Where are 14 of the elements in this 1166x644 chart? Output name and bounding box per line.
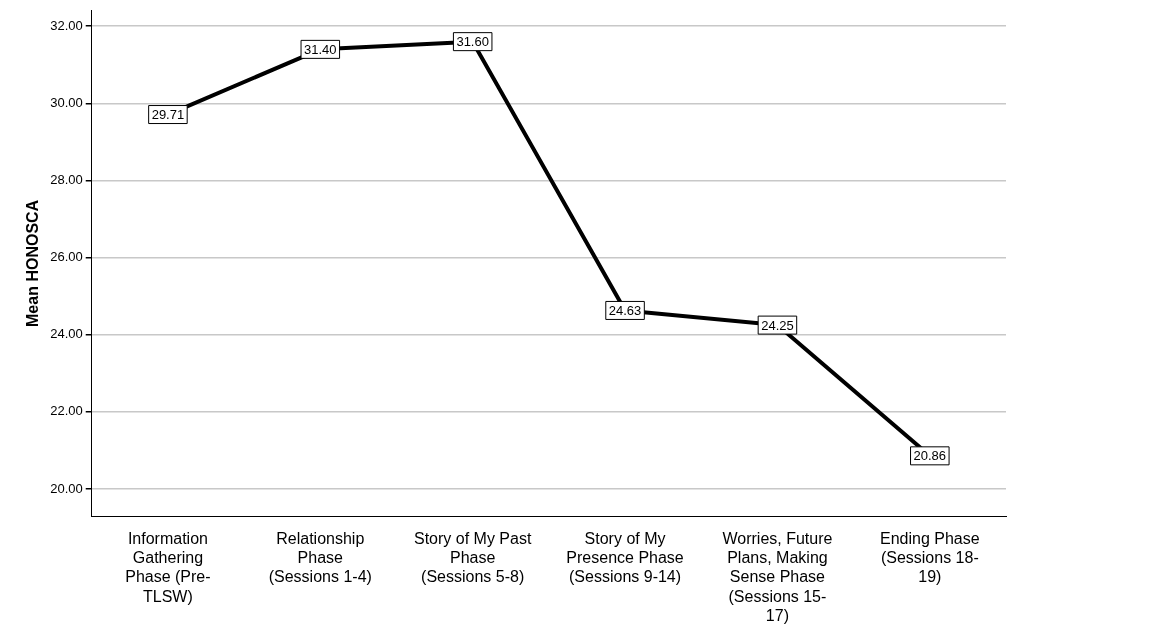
x-tick-label: Story of My Past Phase (Sessions 5-8): [413, 530, 532, 586]
x-tick-label: Ending Phase (Sessions 18-19): [879, 530, 980, 586]
x-tick-label: Worries, Future Plans, Making Sense Phase (Sessions 15-17): [722, 530, 833, 624]
x-tick-label: Relationship Phase (Sessions 1-4): [268, 530, 372, 586]
x-tick-label: Information Gathering Phase (Pre-TLSW): [125, 530, 211, 605]
y-tick-label: 32.00: [50, 17, 83, 33]
y-tick-label: 26.00: [50, 249, 83, 265]
y-tick-label: 24.00: [50, 326, 83, 342]
y-tick-label: 20.00: [50, 480, 83, 496]
y-tick-label: 30.00: [50, 94, 83, 110]
y-tick-label: 28.00: [50, 172, 83, 188]
x-tick-label: Story of My Presence Phase (Sessions 9-14): [566, 530, 684, 586]
y-tick-label: 22.00: [50, 403, 83, 419]
y-axis-title: Mean HONOSCA: [24, 199, 42, 327]
